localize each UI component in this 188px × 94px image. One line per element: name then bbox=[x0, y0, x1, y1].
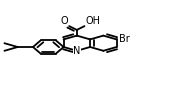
Text: N: N bbox=[73, 46, 80, 56]
Text: OH: OH bbox=[85, 16, 100, 26]
Text: O: O bbox=[61, 16, 68, 26]
Text: Br: Br bbox=[119, 34, 130, 44]
